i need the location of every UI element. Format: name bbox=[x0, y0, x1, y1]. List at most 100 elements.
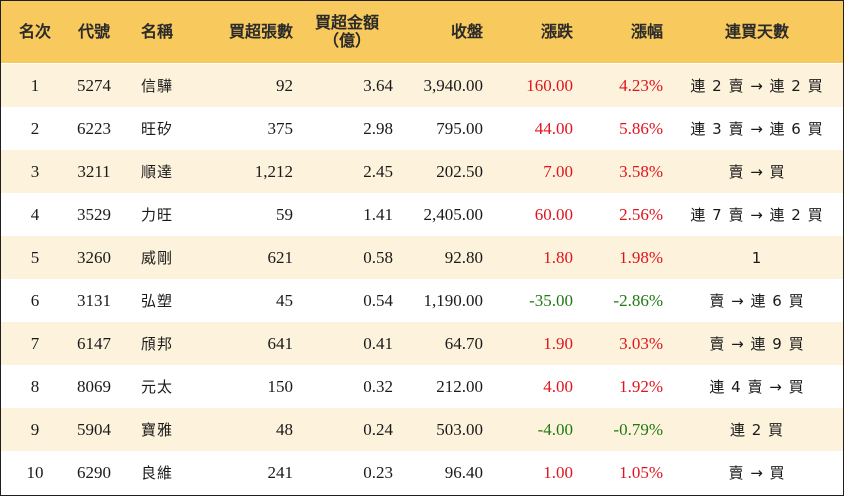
table-row: 5 3260 威剛 621 0.58 92.80 1.80 1.98% 1 bbox=[1, 236, 843, 279]
cell-rank: 5 bbox=[30, 247, 40, 267]
cell-change: 1.90 bbox=[543, 333, 573, 353]
cell-streak: 賣 → 買 bbox=[728, 163, 786, 181]
cell-rank: 7 bbox=[30, 333, 40, 353]
table-row: 4 3529 力旺 59 1.41 2,405.00 60.00 2.56% 連 7 賣 → 連… bbox=[1, 193, 843, 236]
cell-code: 3131 bbox=[77, 290, 111, 310]
header-net-amount: 買超金額 （億） bbox=[301, 1, 393, 63]
table-row: 9 5904 寶雅 48 0.24 503.00 -4.00 -0.79% 連 2 買 bbox=[1, 408, 843, 451]
cell-change: 1.80 bbox=[543, 247, 573, 267]
header-rank: 名次 bbox=[18, 22, 51, 41]
cell-net-lots: 641 bbox=[267, 333, 294, 353]
cell-code: 6290 bbox=[77, 462, 111, 482]
cell-rank: 2 bbox=[30, 118, 40, 138]
cell-name: 寶雅 bbox=[141, 421, 174, 439]
cell-name: 力旺 bbox=[141, 206, 174, 224]
cell-code: 3529 bbox=[77, 204, 111, 224]
table-row: 6 3131 弘塑 45 0.54 1,190.00 -35.00 -2.86% 賣 → 連 6… bbox=[1, 279, 843, 322]
cell-name: 良維 bbox=[141, 464, 174, 482]
cell-close: 3,940.00 bbox=[423, 75, 484, 95]
cell-close: 212.00 bbox=[436, 376, 483, 396]
cell-net-lots: 45 bbox=[276, 290, 293, 310]
cell-net-lots: 241 bbox=[267, 462, 294, 482]
cell-rank: 6 bbox=[30, 290, 40, 310]
table-row: 8 8069 元太 150 0.32 212.00 4.00 1.92% 連 4 賣 → 買 bbox=[1, 365, 843, 408]
cell-net-amount: 3.64 bbox=[363, 75, 393, 95]
cell-code: 3211 bbox=[77, 161, 111, 181]
cell-code: 6223 bbox=[77, 118, 111, 138]
cell-change-pct: -2.86% bbox=[613, 290, 663, 310]
cell-streak: 連 7 賣 → 連 2 買 bbox=[690, 206, 824, 224]
cell-change-pct: 3.58% bbox=[619, 161, 663, 181]
cell-change-pct: 4.23% bbox=[619, 75, 663, 95]
cell-net-amount: 0.58 bbox=[363, 247, 393, 267]
cell-code: 3260 bbox=[77, 247, 111, 267]
table-row: 1 5274 信驊 92 3.64 3,940.00 160.00 4.23% 連 2 賣 → … bbox=[1, 64, 843, 107]
cell-net-lots: 375 bbox=[267, 118, 294, 138]
cell-name: 頎邦 bbox=[141, 335, 174, 353]
cell-net-lots: 48 bbox=[276, 419, 293, 439]
header-change-pct: 漲幅 bbox=[630, 22, 663, 41]
cell-rank: 8 bbox=[30, 376, 40, 396]
cell-change: 1.00 bbox=[543, 462, 573, 482]
cell-net-amount: 0.24 bbox=[363, 419, 393, 439]
cell-close: 92.80 bbox=[444, 247, 483, 267]
table-row: 2 6223 旺矽 375 2.98 795.00 44.00 5.86% 連 3 賣 → 連 … bbox=[1, 107, 843, 150]
cell-name: 威剛 bbox=[141, 249, 174, 267]
cell-change: 7.00 bbox=[543, 161, 573, 181]
header-code: 代號 bbox=[77, 22, 110, 41]
cell-change-pct: 3.03% bbox=[619, 333, 663, 353]
cell-rank: 9 bbox=[30, 419, 40, 439]
cell-net-amount: 2.45 bbox=[363, 161, 393, 181]
cell-change-pct: -0.79% bbox=[613, 419, 663, 439]
cell-net-amount: 1.41 bbox=[363, 204, 393, 224]
cell-code: 5904 bbox=[77, 419, 111, 439]
cell-change: 44.00 bbox=[534, 118, 573, 138]
cell-streak: 賣 → 買 bbox=[728, 464, 786, 482]
cell-net-lots: 92 bbox=[276, 75, 293, 95]
cell-streak: 連 3 賣 → 連 6 買 bbox=[690, 120, 824, 138]
cell-close: 503.00 bbox=[436, 419, 483, 439]
header-streak: 連買天數 bbox=[724, 22, 789, 41]
cell-name: 弘塑 bbox=[141, 292, 174, 310]
cell-net-amount: 0.54 bbox=[363, 290, 393, 310]
cell-streak: 連 2 賣 → 連 2 買 bbox=[690, 77, 824, 95]
cell-name: 元太 bbox=[141, 378, 174, 396]
cell-name: 信驊 bbox=[141, 77, 174, 95]
cell-code: 8069 bbox=[77, 376, 111, 396]
cell-net-lots: 621 bbox=[267, 247, 294, 267]
cell-net-amount: 0.23 bbox=[363, 462, 393, 482]
cell-streak: 1 bbox=[751, 248, 763, 267]
cell-change-pct: 1.98% bbox=[619, 247, 663, 267]
cell-net-lots: 1,212 bbox=[254, 161, 293, 181]
cell-rank: 3 bbox=[30, 161, 40, 181]
cell-streak: 賣 → 連 6 買 bbox=[709, 292, 805, 310]
cell-rank: 10 bbox=[26, 462, 44, 482]
cell-close: 202.50 bbox=[436, 161, 483, 181]
cell-change-pct: 1.92% bbox=[619, 376, 663, 396]
table-row: 3 3211 順達 1,212 2.45 202.50 7.00 3.58% 賣 → 買 bbox=[1, 150, 843, 193]
header-close: 收盤 bbox=[450, 22, 483, 41]
table-row: 10 6290 良維 241 0.23 96.40 1.00 1.05% 賣 → 買 bbox=[1, 451, 843, 494]
cell-change: 4.00 bbox=[543, 376, 573, 396]
table-header: 名次 代號 名稱 買超張數 買超金額 （億） 收盤 漲跌 漲幅 連買天數 bbox=[1, 1, 843, 63]
cell-rank: 1 bbox=[30, 75, 40, 95]
cell-net-lots: 59 bbox=[276, 204, 293, 224]
cell-streak: 連 4 賣 → 買 bbox=[709, 378, 805, 396]
header-net-lots: 買超張數 bbox=[228, 22, 293, 41]
header-net-amount-line1: 買超金額 bbox=[314, 13, 379, 32]
cell-net-amount: 2.98 bbox=[363, 118, 393, 138]
header-net-amount-line2: （億） bbox=[322, 31, 371, 50]
cell-net-lots: 150 bbox=[267, 376, 294, 396]
header-change: 漲跌 bbox=[540, 22, 573, 41]
cell-name: 旺矽 bbox=[141, 120, 174, 138]
cell-streak: 連 2 買 bbox=[729, 421, 785, 439]
cell-change-pct: 5.86% bbox=[619, 118, 663, 138]
cell-net-amount: 0.41 bbox=[363, 333, 393, 353]
cell-code: 6147 bbox=[77, 333, 111, 353]
cell-streak: 賣 → 連 9 買 bbox=[709, 335, 805, 353]
cell-change: 60.00 bbox=[534, 204, 573, 224]
cell-code: 5274 bbox=[77, 75, 111, 95]
cell-change-pct: 1.05% bbox=[619, 462, 663, 482]
cell-close: 795.00 bbox=[436, 118, 483, 138]
